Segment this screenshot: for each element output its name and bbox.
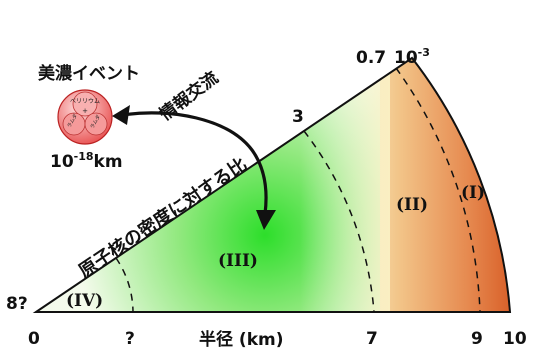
density-tick-origin: 8? [6, 294, 28, 314]
hypernucleus-icon: ベリリウム + ラムダ ラムダ [57, 89, 113, 145]
wedge-outline [32, 56, 512, 313]
info-exchange-arrow [121, 111, 268, 215]
density-tick-1e3: 10-3 [394, 46, 430, 68]
region-iii-label: (III) [218, 251, 258, 271]
region-iv-label: (IV) [66, 291, 103, 311]
event-title: 美濃イベント [38, 63, 140, 84]
nucleus-label-beryllium: ベリリウム [70, 97, 100, 105]
radius-tick-7: 7 [366, 329, 378, 349]
density-tick-07: 0.7 [356, 48, 386, 68]
density-tick-3: 3 [292, 107, 304, 127]
radius-tick-9: 9 [471, 329, 483, 349]
radius-tick-10: 10 [503, 329, 527, 349]
boundary-iii [303, 130, 375, 313]
arrowhead-down [256, 210, 276, 230]
radius-axis-label: 半径 (km) [199, 329, 283, 350]
boundary-i-ii [395, 67, 481, 313]
nucleus-plus: + [82, 107, 88, 115]
radius-tick-0: 0 [28, 329, 40, 349]
region-ii-label: (II) [396, 195, 428, 215]
region-i-label: (I) [461, 183, 485, 203]
event-scale: 10-18km [50, 150, 123, 172]
radius-tick-unknown: ? [125, 329, 135, 349]
arrowhead-left [112, 105, 130, 125]
boundary-iv [115, 257, 134, 313]
